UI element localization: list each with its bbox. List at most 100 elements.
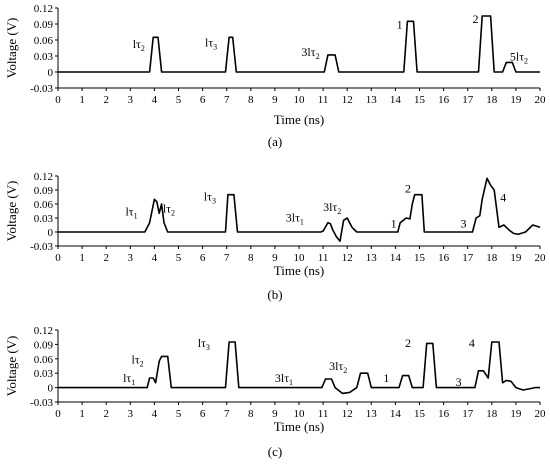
x-tick-label: 2 bbox=[103, 94, 109, 106]
x-tick-label: 15 bbox=[414, 408, 426, 420]
peak-annotation: lτ3 bbox=[205, 35, 217, 51]
peak-annotation: 4 bbox=[469, 336, 475, 350]
peak-annotation: 1 bbox=[383, 371, 389, 385]
peak-annotation: 1 bbox=[397, 17, 403, 31]
x-tick-label: 13 bbox=[366, 94, 378, 106]
x-tick-label: 8 bbox=[248, 94, 254, 106]
x-tick-label: 12 bbox=[342, 94, 353, 106]
y-axis-label: Voltage (V) bbox=[4, 18, 19, 79]
x-axis-label: Time (ns) bbox=[274, 263, 324, 278]
x-tick-label: 7 bbox=[224, 94, 230, 106]
x-tick-label: 19 bbox=[510, 94, 522, 106]
peak-annotation: 4 bbox=[500, 191, 506, 205]
x-tick-label: 20 bbox=[535, 252, 547, 264]
x-tick-label: 17 bbox=[462, 94, 474, 106]
x-tick-label: 14 bbox=[390, 252, 402, 264]
series-line bbox=[58, 341, 540, 395]
peak-annotation: 2 bbox=[473, 12, 479, 26]
y-axis-label: Voltage (V) bbox=[4, 336, 19, 397]
y-tick-label: 0.03 bbox=[34, 51, 54, 63]
x-tick-label: 11 bbox=[318, 94, 329, 106]
y-tick-label: 0.06 bbox=[34, 354, 54, 366]
x-tick-label: 6 bbox=[200, 252, 206, 264]
x-tick-label: 1 bbox=[79, 408, 85, 420]
x-tick-label: 0 bbox=[55, 408, 61, 420]
x-tick-label: 0 bbox=[55, 94, 61, 106]
y-tick-label: -0.03 bbox=[30, 83, 53, 95]
y-tick-label: 0.09 bbox=[34, 339, 54, 351]
x-tick-label: 0 bbox=[55, 252, 61, 264]
x-tick-label: 4 bbox=[152, 94, 158, 106]
x-tick-label: 19 bbox=[510, 252, 522, 264]
y-tick-label: -0.03 bbox=[30, 241, 53, 253]
peak-annotation: 3 bbox=[456, 375, 462, 389]
peak-annotation: lτ3 bbox=[204, 190, 216, 206]
x-tick-label: 8 bbox=[248, 408, 254, 420]
x-tick-label: 15 bbox=[414, 94, 426, 106]
peak-annotation: 3lτ2 bbox=[301, 45, 319, 61]
x-tick-label: 10 bbox=[294, 94, 306, 106]
y-tick-label: -0.03 bbox=[30, 397, 53, 409]
x-tick-label: 7 bbox=[224, 252, 230, 264]
panel-caption: (b) bbox=[267, 287, 282, 302]
x-tick-label: 10 bbox=[294, 252, 306, 264]
x-tick-label: 18 bbox=[486, 408, 498, 420]
x-tick-label: 4 bbox=[152, 252, 158, 264]
x-tick-label: 3 bbox=[128, 408, 134, 420]
peak-annotation: lτ2 bbox=[163, 201, 175, 217]
peak-annotation: 3 bbox=[460, 216, 466, 230]
peak-annotation: 2 bbox=[405, 336, 411, 350]
peak-annotation: lτ2 bbox=[133, 37, 145, 53]
peak-annotation: 1 bbox=[391, 216, 397, 230]
x-tick-label: 18 bbox=[486, 94, 498, 106]
y-tick-label: 0.12 bbox=[34, 325, 53, 337]
x-tick-label: 16 bbox=[438, 408, 450, 420]
x-tick-label: 14 bbox=[390, 408, 402, 420]
series-line bbox=[58, 15, 540, 73]
peak-annotation: 3lτ2 bbox=[323, 200, 341, 216]
x-tick-label: 2 bbox=[103, 252, 109, 264]
x-tick-label: 13 bbox=[366, 252, 378, 264]
x-tick-label: 19 bbox=[510, 408, 522, 420]
y-tick-label: 0 bbox=[48, 383, 54, 395]
x-tick-label: 9 bbox=[272, 408, 278, 420]
x-tick-label: 11 bbox=[318, 252, 329, 264]
x-tick-label: 5 bbox=[176, 94, 182, 106]
x-tick-label: 12 bbox=[342, 408, 353, 420]
x-tick-label: 1 bbox=[79, 94, 85, 106]
x-axis-label: Time (ns) bbox=[274, 419, 324, 434]
x-tick-label: 20 bbox=[535, 408, 547, 420]
peak-annotation: lτ1 bbox=[123, 371, 135, 387]
x-tick-label: 7 bbox=[224, 408, 230, 420]
y-tick-label: 0.12 bbox=[34, 171, 53, 183]
x-tick-label: 16 bbox=[438, 252, 450, 264]
x-tick-label: 12 bbox=[342, 252, 353, 264]
x-tick-label: 5 bbox=[176, 252, 182, 264]
x-tick-label: 10 bbox=[294, 408, 306, 420]
y-axis-label: Voltage (V) bbox=[4, 181, 19, 242]
x-tick-label: 16 bbox=[438, 94, 450, 106]
x-tick-label: 18 bbox=[486, 252, 498, 264]
peak-annotation: 3lτ1 bbox=[275, 371, 293, 387]
y-tick-label: 0 bbox=[48, 227, 54, 239]
x-tick-label: 17 bbox=[462, 408, 474, 420]
x-tick-label: 3 bbox=[128, 252, 134, 264]
panel-caption: (a) bbox=[268, 134, 282, 149]
x-tick-label: 3 bbox=[128, 94, 134, 106]
x-tick-label: 9 bbox=[272, 94, 278, 106]
x-tick-label: 5 bbox=[176, 408, 182, 420]
peak-annotation: lτ3 bbox=[198, 336, 210, 352]
x-tick-label: 4 bbox=[152, 408, 158, 420]
x-tick-label: 2 bbox=[103, 408, 109, 420]
x-tick-label: 9 bbox=[272, 252, 278, 264]
y-tick-label: 0.09 bbox=[34, 19, 54, 31]
x-tick-label: 17 bbox=[462, 252, 474, 264]
peak-annotation: lτ2 bbox=[132, 353, 144, 369]
x-tick-label: 1 bbox=[79, 252, 85, 264]
y-tick-label: 0.06 bbox=[34, 35, 54, 47]
y-tick-label: 0.03 bbox=[34, 213, 54, 225]
y-tick-label: 0.09 bbox=[34, 185, 54, 197]
